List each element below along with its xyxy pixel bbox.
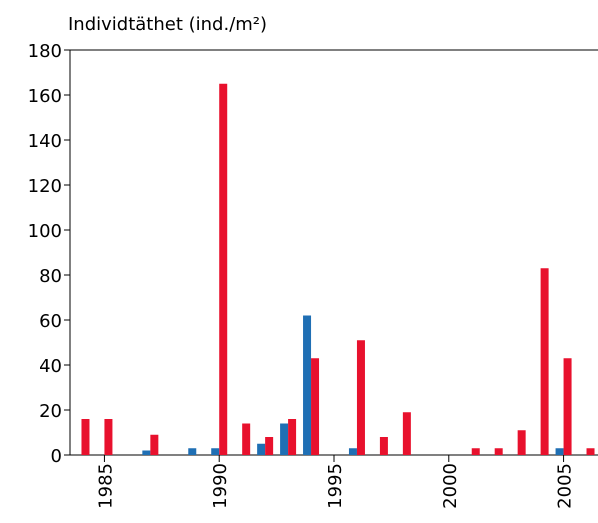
bar: [257, 443, 266, 455]
bar: [494, 448, 503, 455]
x-tick-label: 2000: [440, 463, 461, 509]
y-tick-label: 100: [28, 221, 62, 242]
bar: [563, 358, 572, 455]
bar: [311, 358, 320, 455]
y-tick-label: 80: [39, 266, 62, 287]
bar: [288, 419, 297, 455]
bar: [379, 437, 388, 455]
bar: [517, 430, 526, 455]
bar: [471, 448, 480, 455]
x-tick-label: 1995: [325, 463, 346, 509]
bar: [81, 419, 90, 455]
x-tick-label: 1985: [95, 463, 116, 509]
bar: [265, 437, 274, 455]
bar: [142, 450, 151, 455]
bar: [356, 340, 365, 455]
bar: [540, 268, 549, 455]
y-tick-label: 40: [39, 356, 62, 377]
bar: [242, 423, 251, 455]
y-tick-label: 20: [39, 401, 62, 422]
y-tick-label: 140: [28, 131, 62, 152]
bar: [104, 419, 113, 455]
y-tick-label: 160: [28, 86, 62, 107]
y-tick-label: 60: [39, 311, 62, 332]
x-tick-label: 2005: [555, 463, 576, 509]
bar: [211, 448, 220, 455]
bar: [555, 448, 564, 455]
y-tick-label: 120: [28, 176, 62, 197]
bar: [586, 448, 595, 455]
bar: [280, 423, 289, 455]
bar: [188, 448, 197, 455]
bar: [303, 315, 312, 455]
chart-title: Individtäthet (ind./m²): [68, 14, 267, 35]
bar: [402, 412, 411, 455]
bar: [348, 448, 357, 455]
x-tick-label: 1990: [210, 463, 231, 509]
y-tick-label: 0: [51, 446, 62, 467]
bar: [150, 434, 159, 455]
y-tick-label: 180: [28, 41, 62, 62]
bar: [219, 83, 228, 455]
